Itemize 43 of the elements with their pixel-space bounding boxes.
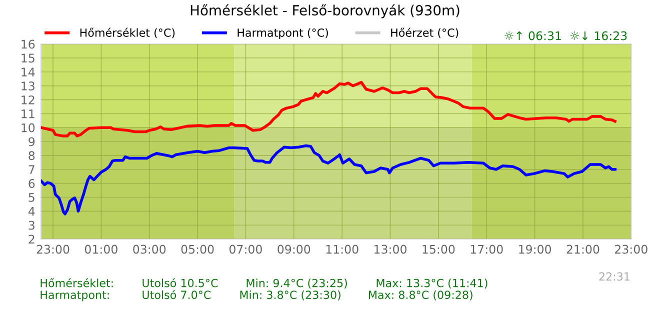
y-tick-label: 16 [22,40,35,49]
text: Harmatpont: [40,290,109,302]
y-tick-label: 8 [28,151,35,160]
y-tick-label: 7 [28,165,34,174]
text: Hőmérséklet: [40,278,113,288]
x-tick-label: 19:00 [519,244,552,254]
x-tick-label: 23:00 [36,244,70,254]
x-tick-label: 05:00 [181,244,214,254]
legend-label: Harmatpont (°C) [238,28,328,39]
y-tick-label: 10 [22,123,35,132]
x-tick-label: 07:00 [229,244,262,254]
y-tick-label: 12 [22,95,34,104]
y-tick-label: 6 [28,179,35,188]
y-tick-label: 9 [28,137,35,146]
text: 22:31 [599,272,630,281]
text: Utolsó 10.5°C [142,278,218,288]
x-tick-label: 17:00 [470,244,503,254]
y-tick-label: 11 [22,110,34,118]
x-tick-label: 13:00 [374,244,406,254]
y-tick-label: 2 [28,234,34,244]
x-tick-label: 21:00 [566,244,600,254]
chart-title: Hőmérséklet - Felső-borovnyák (930m) [190,4,460,18]
y-tick-label: 14 [22,68,35,76]
legend-label: Hőérzet (°C) [391,28,458,38]
y-tick-label: 4 [28,207,35,216]
text: Utolsó 7.0°C [142,290,211,300]
y-tick-label: 3 [28,220,34,230]
x-tick-label: 09:00 [278,244,310,254]
y-tick-label: 5 [28,193,34,202]
x-tick-label: 23:00 [615,244,648,254]
x-tick-label: 03:00 [133,244,166,254]
x-tick-label: 11:00 [326,244,358,254]
y-tick-label: 13 [22,82,34,90]
legend-label: Hőmérséklet (°C) [80,28,175,38]
text: Min: 3.8°C (23:30) [240,290,340,300]
text: Min: 9.4°C (23:25) [246,278,347,289]
y-tick-label: 15 [22,54,34,63]
x-tick-label: 01:00 [84,244,118,254]
text: ☼↓ 16:23 [570,31,627,40]
text: ☼↑ 06:31 [504,31,561,40]
x-tick-label: 15:00 [422,244,455,254]
text: Max: 8.8°C (09:28) [368,290,472,300]
text: Max: 13.3°C (11:41) [376,278,488,289]
